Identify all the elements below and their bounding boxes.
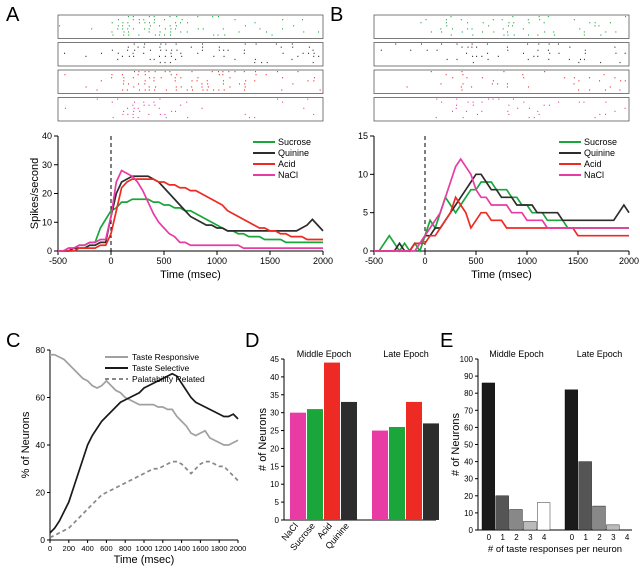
svg-text:45: 45: [270, 355, 279, 364]
svg-text:1000: 1000: [136, 544, 153, 553]
svg-text:1000: 1000: [517, 256, 537, 266]
svg-text:Middle Epoch: Middle Epoch: [489, 349, 544, 359]
svg-text:2: 2: [514, 533, 519, 542]
svg-text:35: 35: [270, 391, 279, 400]
svg-text:1400: 1400: [173, 544, 190, 553]
panel-letter-b: B: [330, 4, 343, 27]
svg-text:800: 800: [119, 544, 132, 553]
svg-text:10: 10: [358, 169, 368, 179]
svg-text:1000: 1000: [207, 256, 227, 266]
svg-text:0: 0: [108, 256, 113, 266]
panel-d: 0 5 10 15 20 25 30 35 40 45 # of Neurons Middle Epo…: [258, 345, 438, 570]
svg-text:5: 5: [275, 498, 280, 507]
svg-text:500: 500: [468, 256, 483, 266]
panel-b: -5000500100015002000051015Time (msec)Suc…: [344, 10, 634, 310]
svg-text:3: 3: [611, 533, 616, 542]
svg-text:Palatability Related: Palatability Related: [132, 374, 205, 384]
svg-text:15: 15: [358, 131, 368, 141]
svg-text:1500: 1500: [260, 256, 280, 266]
svg-text:3: 3: [528, 533, 533, 542]
svg-text:Middle Epoch: Middle Epoch: [297, 349, 352, 359]
svg-text:40: 40: [270, 373, 279, 382]
svg-text:1: 1: [583, 533, 588, 542]
svg-text:90: 90: [464, 372, 473, 381]
panel-e: 0102030405060708090100# of NeuronsMiddle…: [450, 345, 635, 570]
svg-text:30: 30: [42, 160, 52, 170]
svg-text:80: 80: [36, 345, 46, 355]
svg-text:NaCl: NaCl: [584, 170, 604, 180]
svg-text:10: 10: [464, 509, 473, 518]
svg-text:10: 10: [42, 217, 52, 227]
svg-text:1500: 1500: [568, 256, 588, 266]
svg-text:1800: 1800: [211, 544, 228, 553]
svg-text:0: 0: [469, 526, 474, 535]
panel-a: -5000500100015002000010203040Spikes/seco…: [28, 10, 328, 310]
svg-text:# of Neurons: # of Neurons: [450, 413, 462, 476]
svg-text:40: 40: [36, 440, 46, 450]
svg-text:80: 80: [464, 389, 473, 398]
svg-text:% of Neurons: % of Neurons: [20, 411, 32, 478]
svg-text:10: 10: [270, 480, 279, 489]
svg-text:0: 0: [422, 256, 427, 266]
svg-text:0: 0: [40, 535, 45, 545]
svg-text:NaCl: NaCl: [278, 170, 298, 180]
svg-text:0: 0: [487, 533, 492, 542]
svg-text:Time (msec): Time (msec): [160, 269, 221, 281]
svg-text:2000: 2000: [313, 256, 333, 266]
svg-text:30: 30: [270, 409, 279, 418]
svg-text:100: 100: [460, 355, 474, 364]
svg-text:Time (msec): Time (msec): [114, 554, 175, 566]
svg-text:50: 50: [464, 441, 473, 450]
svg-text:0: 0: [47, 246, 52, 256]
svg-text:0: 0: [275, 516, 280, 525]
svg-text:Late Epoch: Late Epoch: [577, 349, 623, 359]
svg-text:25: 25: [270, 427, 279, 436]
svg-text:1600: 1600: [192, 544, 209, 553]
svg-text:Sucrose: Sucrose: [584, 137, 617, 147]
svg-text:-500: -500: [49, 256, 67, 266]
svg-text:600: 600: [100, 544, 113, 553]
svg-text:# of taste responses per neuro: # of taste responses per neuron: [488, 544, 622, 555]
svg-text:Spikes/second: Spikes/second: [29, 158, 41, 230]
svg-text:20: 20: [42, 189, 52, 199]
svg-text:4: 4: [625, 533, 630, 542]
svg-text:Sucrose: Sucrose: [278, 137, 311, 147]
svg-text:1200: 1200: [154, 544, 171, 553]
svg-text:4: 4: [542, 533, 547, 542]
svg-text:Quinine: Quinine: [278, 148, 309, 158]
svg-text:Late Epoch: Late Epoch: [383, 349, 429, 359]
svg-text:70: 70: [464, 406, 473, 415]
svg-text:2000: 2000: [230, 544, 247, 553]
svg-text:40: 40: [42, 131, 52, 141]
svg-text:0: 0: [570, 533, 575, 542]
svg-text:Time (msec): Time (msec): [471, 269, 532, 281]
svg-text:200: 200: [63, 544, 76, 553]
svg-text:Quinine: Quinine: [584, 148, 615, 158]
svg-text:20: 20: [270, 444, 279, 453]
panel-letter-a: A: [6, 4, 19, 27]
svg-text:40: 40: [464, 458, 473, 467]
svg-text:15: 15: [270, 462, 279, 471]
svg-text:2: 2: [597, 533, 602, 542]
svg-text:Acid: Acid: [278, 159, 296, 169]
svg-text:500: 500: [156, 256, 171, 266]
svg-text:20: 20: [464, 492, 473, 501]
svg-text:Acid: Acid: [584, 159, 602, 169]
svg-text:5: 5: [363, 208, 368, 218]
svg-text:60: 60: [36, 393, 46, 403]
svg-text:0: 0: [48, 544, 52, 553]
panel-c: 0200400600800100012001400160018002000020…: [18, 345, 243, 570]
svg-text:1: 1: [500, 533, 505, 542]
svg-text:-500: -500: [365, 256, 383, 266]
svg-text:400: 400: [81, 544, 94, 553]
svg-text:0: 0: [363, 246, 368, 256]
svg-text:# of Neurons: # of Neurons: [257, 408, 269, 471]
svg-text:30: 30: [464, 475, 473, 484]
svg-text:Taste Selective: Taste Selective: [132, 363, 189, 373]
svg-text:60: 60: [464, 423, 473, 432]
svg-text:20: 20: [36, 488, 46, 498]
svg-text:Taste Responsive: Taste Responsive: [132, 352, 199, 362]
svg-text:2000: 2000: [619, 256, 639, 266]
